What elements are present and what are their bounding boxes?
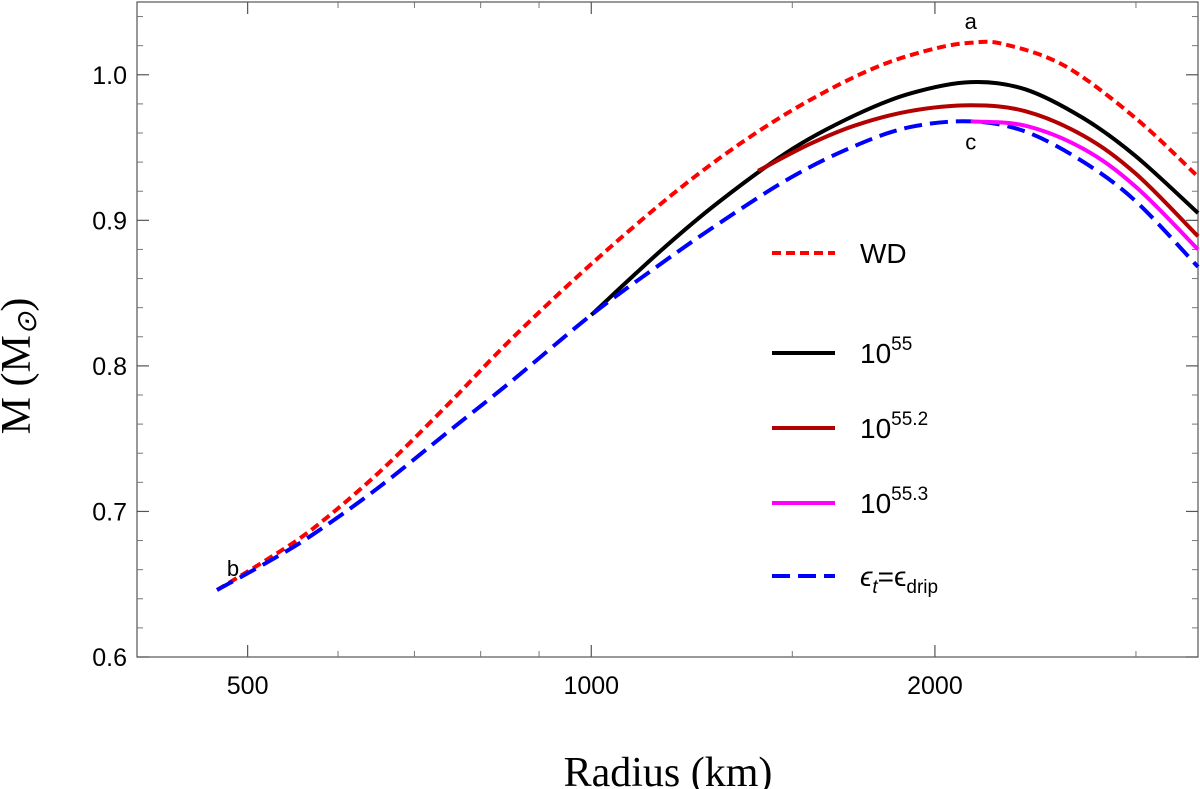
y-tick-label: 0.7: [92, 498, 127, 526]
legend: WD 1055 1055.2 1055.3 ϵt=ϵdrip: [772, 238, 938, 598]
y-axis-title-main: M (M: [0, 335, 40, 434]
y-tick-label: 0.8: [92, 353, 127, 381]
series-line-1: [589, 79, 1200, 317]
annotation-a: a: [965, 9, 978, 34]
series-line-4: [216, 119, 1200, 592]
y-axis-title: M (M⊙): [0, 298, 43, 435]
x-tick-label: 500: [227, 672, 269, 700]
x-tick-label: 1000: [563, 672, 619, 700]
axis-ticks: 0.6 0.7 0.8 0.9 1.0 500 1000 2000: [92, 2, 1198, 700]
y-tick-label: 1.0: [92, 62, 127, 90]
series-lines: [215, 39, 1200, 592]
y-tick-label: 0.6: [92, 644, 127, 672]
legend-label-1: 1055: [860, 334, 912, 369]
x-axis-title: Radius (km): [564, 750, 773, 789]
series-line-3: [970, 119, 1200, 251]
y-axis-title-sub: ⊙: [12, 311, 43, 335]
series-line-2: [757, 103, 1200, 238]
legend-label-0: WD: [860, 238, 907, 269]
series-line-0: [215, 39, 1200, 592]
x-tick-label: 2000: [907, 672, 963, 700]
plot-frame: [136, 1, 1199, 658]
y-axis-title-close: ): [0, 298, 40, 312]
legend-label-4: ϵt=ϵdrip: [860, 561, 938, 598]
legend-label-3: 1055.3: [860, 484, 928, 519]
annotation-c: c: [965, 129, 976, 154]
legend-label-2: 1055.2: [860, 409, 928, 444]
plot-frame-rect: [136, 1, 1199, 658]
annotation-b: b: [227, 556, 239, 581]
point-annotations: a b c: [227, 9, 978, 581]
y-tick-label: 0.9: [92, 207, 127, 235]
